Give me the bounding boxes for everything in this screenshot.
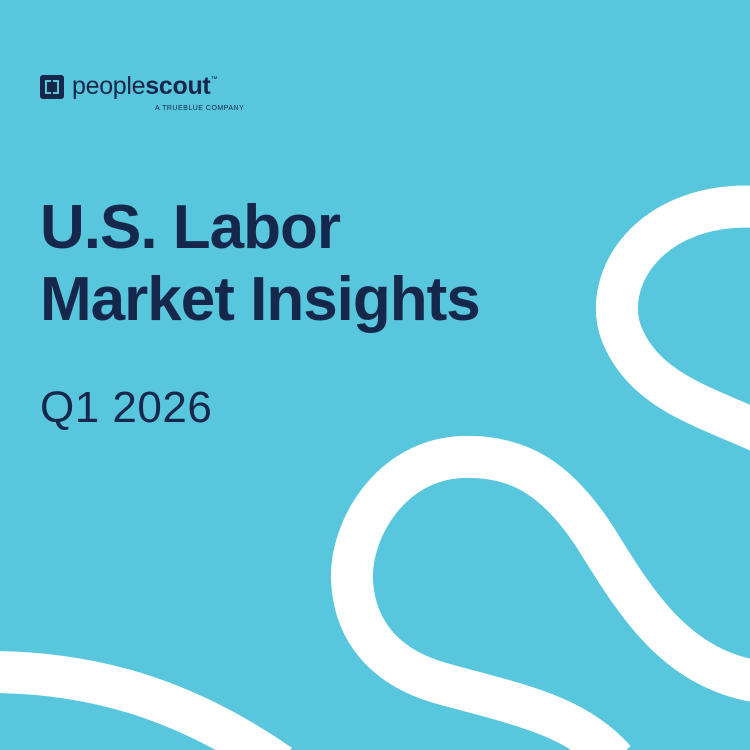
curve-top-right (596, 185, 750, 451)
logo-word-scout: scout (145, 72, 211, 100)
curve-middle-loop (330, 435, 750, 750)
logo-mark-icon (40, 75, 64, 99)
logo-tagline: A TRUEBLUE COMPANY (155, 105, 245, 112)
title-line-1: U.S. Labor (40, 193, 341, 262)
logo-trademark: ™ (210, 76, 218, 83)
title-line-2: Market Insights (40, 265, 481, 334)
page-title: U.S. Labor Market Insights (40, 192, 481, 336)
logo-wordmark: peoplescout™ (72, 72, 217, 101)
logo-word-people: people (72, 72, 146, 100)
curve-bottom-left (0, 651, 292, 750)
page-subtitle: Q1 2026 (40, 383, 213, 432)
